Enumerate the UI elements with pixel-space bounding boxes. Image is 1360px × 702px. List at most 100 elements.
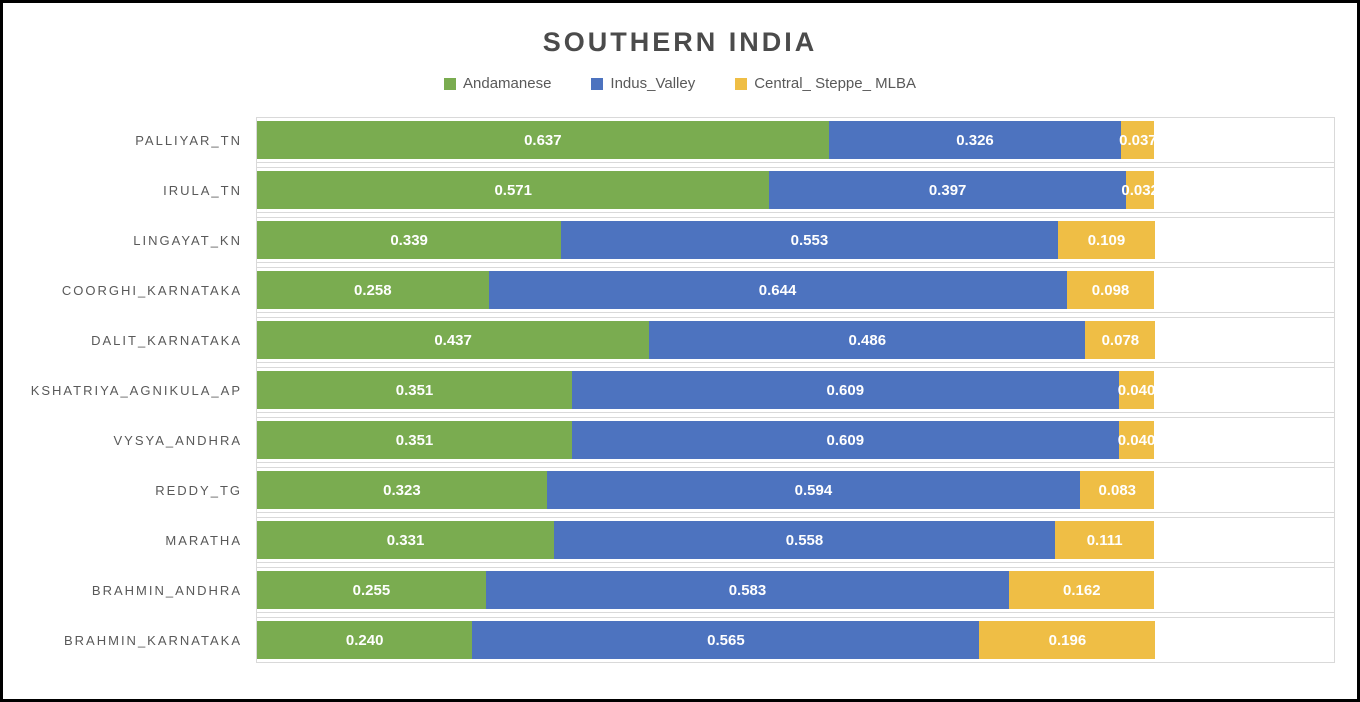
legend-label: Central_ Steppe_ MLBA bbox=[754, 75, 916, 92]
stacked-bar: 0.240 0.565 0.196 bbox=[257, 621, 1156, 659]
value-label: 0.594 bbox=[794, 481, 833, 499]
bar-segment: 0.594 bbox=[546, 471, 1080, 509]
bar-segment: 0.583 bbox=[485, 571, 1010, 609]
bar-band: 0.437 0.486 0.078 bbox=[257, 317, 1334, 363]
bar-segment: 0.351 bbox=[257, 371, 573, 409]
bar-segment: 0.553 bbox=[561, 221, 1058, 259]
value-label: 0.323 bbox=[383, 481, 421, 499]
category-label: BRAHMIN_ANDHRA bbox=[91, 582, 242, 598]
plot-area: 0.637 0.326 0.037 0.571 0.397 0.032 0.339 0.553… bbox=[256, 117, 1335, 663]
value-label: 0.258 bbox=[354, 281, 392, 299]
category-label: BRAHMIN_KARNATAKA bbox=[64, 632, 242, 648]
stacked-bar: 0.339 0.553 0.109 bbox=[257, 221, 1156, 259]
bar-segment: 0.637 bbox=[257, 121, 829, 159]
legend-swatch-yellow-icon bbox=[735, 77, 748, 90]
bar-segment: 0.255 bbox=[257, 571, 486, 609]
bar-band: 0.255 0.583 0.162 bbox=[257, 567, 1334, 613]
bar-segment: 0.609 bbox=[572, 421, 1119, 459]
value-label: 0.565 bbox=[707, 631, 745, 649]
legend-swatch-blue-icon bbox=[591, 77, 604, 90]
category-label: DALIT_KARNATAKA bbox=[91, 332, 242, 348]
value-label: 0.583 bbox=[728, 581, 767, 599]
bar-segment: 0.078 bbox=[1085, 321, 1156, 359]
bar-segment: 0.109 bbox=[1057, 221, 1156, 259]
value-label: 0.351 bbox=[395, 381, 434, 399]
bar-band: 0.351 0.609 0.040 bbox=[257, 367, 1334, 413]
bar-segment: 0.644 bbox=[488, 271, 1067, 309]
bar-segment: 0.240 bbox=[257, 621, 473, 659]
bar-segment: 0.162 bbox=[1009, 571, 1155, 609]
value-label: 0.339 bbox=[390, 231, 428, 249]
value-label: 0.637 bbox=[524, 131, 562, 149]
bar-segment: 0.040 bbox=[1117, 371, 1155, 409]
bar-segment: 0.351 bbox=[257, 421, 573, 459]
bar-segment: 0.571 bbox=[257, 171, 770, 209]
bar-segment: 0.258 bbox=[257, 271, 489, 309]
category-label: LINGAYAT_KN bbox=[133, 232, 242, 248]
value-label: 0.351 bbox=[395, 431, 434, 449]
stacked-bar: 0.258 0.644 0.098 bbox=[257, 271, 1155, 309]
category-label: VYSYA_ANDHRA bbox=[113, 432, 242, 448]
bar-segment: 0.196 bbox=[979, 621, 1156, 659]
bar-segment: 0.032 bbox=[1121, 171, 1155, 209]
stacked-bar: 0.351 0.609 0.040 bbox=[257, 371, 1155, 409]
value-label: 0.486 bbox=[848, 331, 887, 349]
category-label: REDDY_TG bbox=[155, 482, 242, 498]
legend-swatch-green-icon bbox=[444, 77, 457, 90]
value-label: 0.240 bbox=[345, 631, 384, 649]
chart-title: SOUTHERN INDIA bbox=[542, 27, 818, 57]
category-label: KSHATRIYA_AGNIKULA_AP bbox=[30, 382, 242, 398]
value-label: 0.397 bbox=[928, 181, 967, 199]
value-label: 0.109 bbox=[1087, 231, 1126, 249]
bar-chart: PALLIYAR_TN IRULA_TN LINGAYAT_KN COORGHI_KA… bbox=[3, 117, 1357, 663]
bar-segment: 0.565 bbox=[472, 621, 980, 659]
legend: Andamanese Indus_Valley Central_ Steppe_… bbox=[3, 75, 1357, 92]
legend-item-andamanese: Andamanese bbox=[444, 75, 551, 92]
value-label: 0.083 bbox=[1098, 481, 1137, 499]
value-label: 0.032 bbox=[1121, 181, 1154, 199]
value-label: 0.609 bbox=[826, 431, 865, 449]
bar-segment: 0.326 bbox=[828, 121, 1122, 159]
bar-band: 0.240 0.565 0.196 bbox=[257, 617, 1334, 663]
value-label: 0.162 bbox=[1063, 581, 1101, 599]
bar-segment: 0.558 bbox=[554, 521, 1055, 559]
stacked-bar: 0.637 0.326 0.037 bbox=[257, 121, 1155, 159]
stacked-bar: 0.351 0.609 0.040 bbox=[257, 421, 1155, 459]
stacked-bar: 0.437 0.486 0.078 bbox=[257, 321, 1156, 359]
value-label: 0.255 bbox=[352, 581, 391, 599]
category-labels: PALLIYAR_TN IRULA_TN LINGAYAT_KN COORGHI_KA… bbox=[3, 117, 256, 663]
bar-band: 0.323 0.594 0.083 bbox=[257, 467, 1334, 513]
value-label: 0.437 bbox=[434, 331, 472, 349]
value-label: 0.331 bbox=[386, 531, 425, 549]
value-label: 0.037 bbox=[1119, 131, 1155, 149]
value-label: 0.571 bbox=[494, 181, 532, 199]
value-label: 0.040 bbox=[1117, 431, 1155, 449]
bar-band: 0.637 0.326 0.037 bbox=[257, 117, 1334, 163]
category-label: PALLIYAR_TN bbox=[135, 132, 242, 148]
bar-segment: 0.331 bbox=[257, 521, 555, 559]
bar-band: 0.331 0.558 0.111 bbox=[257, 517, 1334, 563]
bar-segment: 0.437 bbox=[257, 321, 650, 359]
value-label: 0.326 bbox=[956, 131, 994, 149]
legend-item-indus-valley: Indus_Valley bbox=[591, 75, 695, 92]
bar-segment: 0.609 bbox=[572, 371, 1119, 409]
value-label: 0.553 bbox=[790, 231, 829, 249]
value-label: 0.040 bbox=[1117, 381, 1155, 399]
value-label: 0.078 bbox=[1101, 331, 1140, 349]
bar-segment: 0.098 bbox=[1066, 271, 1155, 309]
bar-segment: 0.323 bbox=[257, 471, 547, 509]
bar-segment: 0.037 bbox=[1119, 121, 1155, 159]
bar-segment: 0.083 bbox=[1080, 471, 1155, 509]
bar-segment: 0.339 bbox=[257, 221, 562, 259]
bar-band: 0.339 0.553 0.109 bbox=[257, 217, 1334, 263]
bar-segment: 0.040 bbox=[1117, 421, 1155, 459]
legend-label: Indus_Valley bbox=[610, 75, 696, 92]
stacked-bar: 0.255 0.583 0.162 bbox=[257, 571, 1155, 609]
bar-band: 0.571 0.397 0.032 bbox=[257, 167, 1334, 213]
bar-segment: 0.397 bbox=[769, 171, 1126, 209]
bar-segment: 0.486 bbox=[649, 321, 1086, 359]
category-label: MARATHA bbox=[165, 532, 242, 548]
bar-segment: 0.111 bbox=[1054, 521, 1155, 559]
stacked-bar: 0.323 0.594 0.083 bbox=[257, 471, 1155, 509]
